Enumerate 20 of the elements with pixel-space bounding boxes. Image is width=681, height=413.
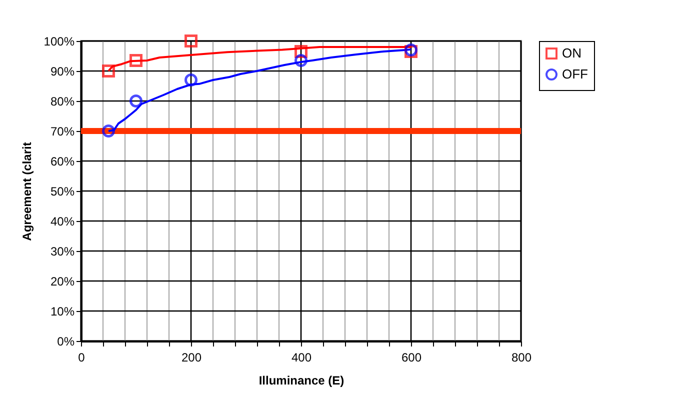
legend-label: ON — [562, 46, 582, 60]
x-tick-label: 600 — [401, 350, 422, 364]
y-tick-label: 60% — [50, 154, 75, 168]
y-tick-label: 90% — [50, 64, 75, 78]
y-tick-label: 100% — [44, 34, 75, 48]
y-tick-label: 30% — [50, 244, 75, 258]
y-tick-label: 40% — [50, 214, 75, 228]
y-tick-label: 20% — [50, 274, 75, 288]
x-tick-label: 400 — [291, 350, 312, 364]
y-axis-title: Agreement (clarit — [20, 142, 34, 241]
x-tick-label: 800 — [511, 350, 532, 364]
y-tick-label: 50% — [50, 184, 75, 198]
x-tick-label: 0 — [78, 350, 86, 364]
y-tick-label: 10% — [50, 304, 75, 318]
y-tick-label: 0% — [57, 334, 75, 348]
y-tick-label: 80% — [50, 94, 75, 108]
y-tick-label: 70% — [50, 124, 75, 138]
x-axis-title: Illuminance (E) — [258, 374, 344, 388]
x-tick-label: 200 — [181, 350, 202, 364]
legend-label: OFF — [562, 66, 588, 82]
